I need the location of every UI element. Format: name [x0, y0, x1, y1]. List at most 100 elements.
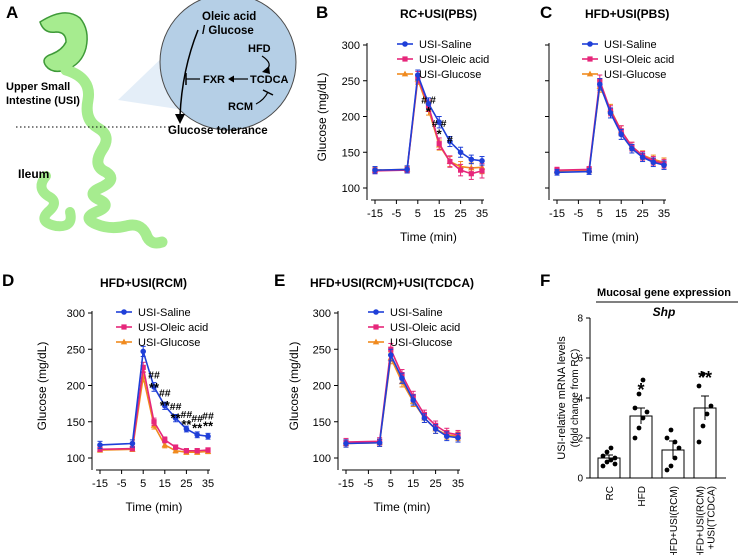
data-point	[661, 162, 667, 168]
data-point	[607, 110, 614, 116]
x-tick-label: -5	[574, 208, 584, 220]
significance-mark: *	[437, 127, 443, 142]
data-point	[458, 167, 464, 173]
significance-mark: # #	[432, 118, 447, 130]
y-axis-label: Glucose (mg/dL)	[315, 73, 329, 162]
ileum-loop	[36, 171, 76, 232]
x-axis-label: Time (min)	[374, 500, 431, 514]
data-point	[140, 364, 146, 370]
panel-e-label: E	[274, 271, 285, 290]
y-tick-label: 300	[67, 308, 85, 320]
data-point	[194, 448, 200, 454]
y-tick-label: 200	[313, 381, 331, 393]
significance-mark: *	[426, 104, 432, 119]
legend-label: USI-Oleic acid	[138, 322, 208, 334]
series-line-0	[345, 352, 459, 445]
chart-title: HFD+USI(PBS)	[585, 7, 669, 21]
x-tick-label: -15	[367, 208, 383, 220]
category-label: HFD+USI(RCM)	[669, 486, 680, 555]
data-point	[457, 149, 464, 156]
x-tick-label: -15	[549, 208, 565, 220]
legend-marker	[372, 338, 380, 345]
x-tick-label: -5	[364, 478, 374, 490]
data-point	[436, 119, 443, 126]
y-tick-label: 8	[577, 314, 583, 325]
y-tick-label: 100	[342, 183, 360, 195]
rcm-inhibit-line	[255, 91, 269, 105]
data-point	[639, 154, 646, 161]
x-tick-label: 5	[388, 478, 394, 490]
x-axis-label: Time (min)	[582, 230, 639, 244]
bar-data-point	[664, 467, 670, 473]
significance-mark: ##	[202, 411, 214, 423]
bar	[629, 415, 653, 479]
curved-arrow	[179, 29, 199, 117]
bar-data-point	[600, 453, 606, 459]
significance-mark: **	[192, 421, 203, 436]
y-tick-label: 150	[313, 417, 331, 429]
data-point	[151, 419, 157, 425]
chart-title: HFD+USI(RCM)	[100, 276, 187, 290]
bar-significance: **	[698, 368, 712, 388]
legend-marker	[402, 56, 408, 62]
zoom-bubble	[159, 0, 297, 131]
legend-marker	[401, 70, 409, 77]
bar-data-point	[640, 415, 646, 421]
oleic-label: Oleic acid	[202, 11, 256, 23]
legend-marker	[402, 41, 408, 47]
significance-mark: **	[160, 398, 171, 413]
data-point	[404, 166, 410, 173]
y-tick-label: 150	[342, 147, 360, 159]
data-point	[444, 433, 450, 440]
bar-data-point	[636, 425, 642, 431]
data-point	[173, 444, 179, 450]
legend-label: USI-Glucose	[390, 337, 452, 349]
tcdca-to-fxr-arrowhead	[228, 75, 234, 83]
data-point	[597, 81, 603, 88]
y-axis-label: USI-relative mRNA levels	[556, 336, 568, 460]
intestine-tube	[60, 64, 168, 249]
data-point	[162, 403, 168, 409]
panel-a-schematic: A Oleic acid / Glucose HFD TCDCA FXR RCM…	[6, 0, 297, 249]
y-tick-label: 2	[577, 434, 583, 445]
panel-f-label: F	[540, 271, 550, 290]
x-tick-label: -5	[392, 208, 402, 220]
bar-data-point	[704, 411, 710, 417]
y-tick-label: 200	[342, 112, 360, 124]
x-tick-label: 25	[454, 208, 466, 220]
chart-c: HFD+USI(PBS)100150200250300-15-55152535T…	[545, 7, 674, 244]
bar-data-point	[604, 449, 610, 455]
usi-label-2: Intestine (USI)	[6, 95, 80, 107]
legend-marker	[121, 309, 127, 315]
data-point	[421, 415, 428, 421]
data-point	[129, 440, 136, 447]
legend-label: USI-Glucose	[419, 69, 481, 81]
y-tick-label: 300	[342, 40, 360, 52]
x-axis-label: Time (min)	[126, 500, 183, 514]
legend-label: USI-Saline	[390, 307, 443, 319]
data-point	[161, 441, 168, 448]
series-line-0	[556, 84, 665, 174]
bar-data-point	[612, 455, 618, 461]
data-point	[554, 169, 560, 176]
data-point	[447, 138, 453, 145]
y-tick-label: 300	[313, 308, 331, 320]
data-point	[205, 433, 211, 440]
data-point	[172, 415, 179, 421]
y-tick-label: 250	[342, 76, 360, 88]
bar-data-point	[608, 445, 614, 451]
bar-data-point	[672, 439, 678, 445]
chart-title: HFD+USI(RCM)+USI(TCDCA)	[310, 276, 474, 290]
legend-label: USI-Oleic acid	[390, 322, 460, 334]
bar-data-point	[644, 409, 650, 415]
y-tick-label: 250	[313, 344, 331, 356]
data-point	[415, 72, 421, 78]
bar-data-point	[632, 405, 638, 411]
chart-b: RC+USI(PBS) 100 150 200 250 300 Glucose (mg/dL…	[315, 7, 489, 244]
y-tick-label: 100	[67, 453, 85, 465]
stomach-shape	[39, 12, 88, 73]
legend-label: USI-Saline	[138, 307, 191, 319]
chart-d: HFD+USI(RCM) 100 150 200 250 300 Glucose (mg/d…	[35, 276, 214, 514]
data-point	[376, 439, 383, 446]
data-point	[343, 440, 349, 447]
